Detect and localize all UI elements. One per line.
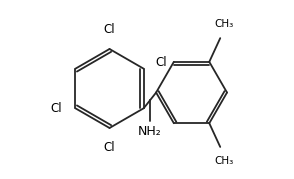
Text: Cl: Cl [156,56,167,69]
Text: CH₃: CH₃ [215,19,234,29]
Text: Cl: Cl [51,102,62,115]
Text: CH₃: CH₃ [215,156,234,166]
Text: NH₂: NH₂ [138,125,162,138]
Text: Cl: Cl [104,141,115,154]
Text: Cl: Cl [104,23,115,36]
